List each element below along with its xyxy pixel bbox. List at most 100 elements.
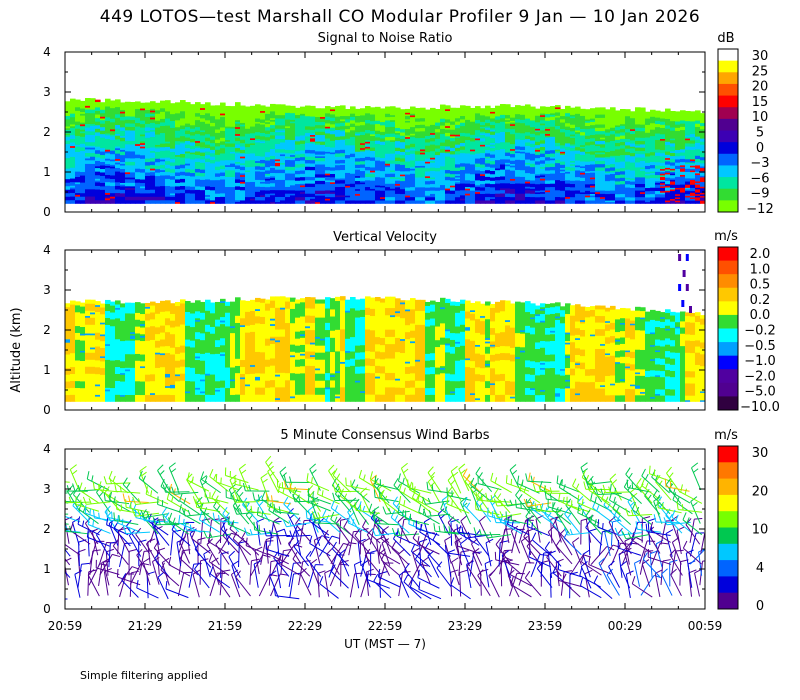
heatmap-cell [110,194,116,197]
heatmap-cell [135,157,141,160]
heatmap-cell [335,107,341,110]
heatmap-cell [270,138,276,141]
heatmap-cell [305,107,311,110]
heatmap-cell [400,117,406,120]
heatmap-cell [255,148,261,151]
heatmap-cell [410,131,416,134]
heatmap-cell [300,139,306,143]
heatmap-cell [255,116,261,119]
heatmap-cell [380,185,386,188]
heatmap-cell [380,162,386,165]
heatmap-cell [290,159,296,162]
heatmap-cell [385,161,391,164]
heatmap-cell [205,109,211,112]
heatmap-cell [155,194,161,197]
heatmap-cell [455,142,461,145]
heatmap-cell [120,191,126,194]
heatmap-cell [100,138,106,142]
heatmap-cell [305,191,311,194]
heatmap-cell [340,118,346,122]
heatmap-cell [315,193,321,196]
heatmap-cell [485,191,491,194]
heatmap-cell [405,188,411,191]
heatmap-cell [330,130,336,133]
heatmap-cell [185,156,191,159]
heatmap-cell [450,111,456,114]
heatmap-cell [85,137,91,141]
heatmap-cell [435,186,441,190]
heatmap-cell [265,124,271,128]
heatmap-cell [370,108,376,112]
heatmap-cell [380,144,386,147]
heatmap-cell [465,110,471,114]
heatmap-cell [165,167,171,171]
heatmap-cell [480,137,486,140]
heatmap-cell [325,193,331,196]
heatmap-cell [310,167,316,171]
heatmap-cell [250,166,256,169]
heatmap-cell [240,177,246,181]
heatmap-cell [275,169,281,172]
heatmap-cell [150,136,156,139]
heatmap-cell [175,170,181,173]
heatmap-cell [280,116,286,119]
heatmap-cell [410,181,416,184]
heatmap-cell [365,147,371,151]
heatmap-cell [475,139,481,142]
heatmap-cell [370,201,376,204]
heatmap-cell [205,170,211,173]
heatmap-cell [360,162,366,165]
heatmap-cell [125,134,131,138]
heatmap-cell [430,119,436,122]
heatmap-cell [380,157,386,160]
heatmap-cell [400,172,406,175]
heatmap-cell [435,191,441,195]
heatmap-cell [390,136,396,139]
heatmap-cell [225,188,231,191]
heatmap-cell [220,118,226,121]
heatmap-cell [310,117,316,120]
heatmap-cell [120,138,126,142]
heatmap-cell [275,146,281,150]
heatmap-cell [180,155,186,158]
heatmap-cell [220,133,226,137]
heatmap-cell [275,109,281,112]
heatmap-cell [405,118,411,121]
heatmap-cell [475,188,481,191]
heatmap-cell [425,159,431,162]
heatmap-cell [340,184,346,187]
heatmap-cell [455,137,461,140]
heatmap-cell [345,112,351,115]
heatmap-cell [145,125,151,128]
heatmap-cell [435,167,441,170]
heatmap-cell [285,166,291,169]
heatmap-cell [85,172,91,175]
heatmap-cell [460,172,466,176]
heatmap-cell [170,165,176,168]
heatmap-cell [285,108,291,112]
heatmap-cell [475,106,481,109]
heatmap-cell [475,201,481,204]
heatmap-cell [210,167,216,171]
heatmap-cell [400,201,406,204]
heatmap-cell [345,160,351,164]
heatmap-cell [190,116,196,119]
heatmap-cell [450,150,456,153]
heatmap-cell [110,183,116,187]
heatmap-cell [100,196,106,199]
heatmap-cell [210,135,216,139]
heatmap-cell [390,127,396,131]
heatmap-cell [460,182,466,186]
heatmap-cell [215,160,221,164]
heatmap-cell [460,144,466,147]
heatmap-cell [480,196,486,199]
heatmap-cell [410,121,416,124]
heatmap-cell [290,131,296,134]
heatmap-cell [430,201,436,204]
heatmap-cell [350,168,356,171]
heatmap-cell [95,176,101,179]
heatmap-cell [280,155,286,158]
heatmap-cell [450,198,456,201]
heatmap-cell [285,171,291,174]
heatmap-cell [415,112,421,116]
